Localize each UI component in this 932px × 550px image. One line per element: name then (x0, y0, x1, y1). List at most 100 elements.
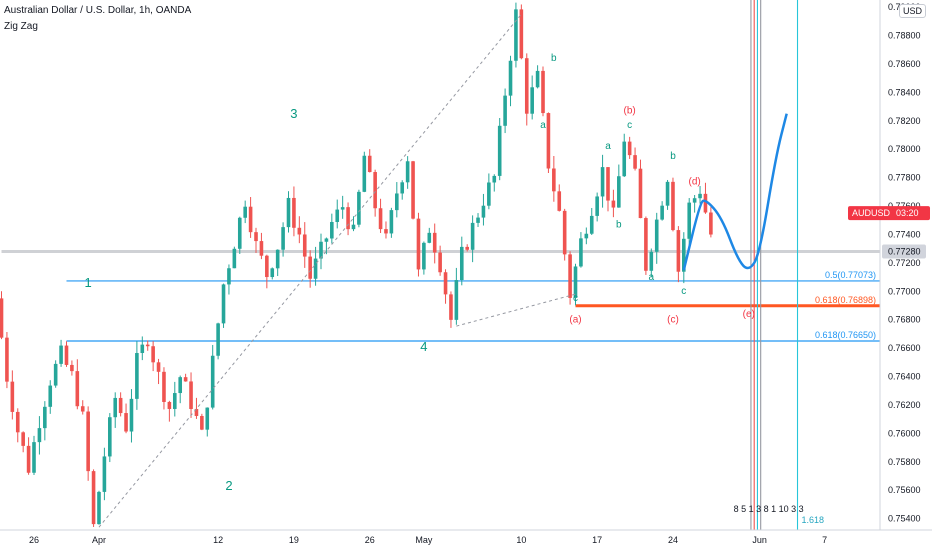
candle-body (617, 176, 621, 208)
candle-body (302, 234, 307, 257)
y-tick-label: 0.76000 (888, 428, 921, 438)
candle-body (270, 268, 275, 278)
x-tick-label: 19 (289, 535, 299, 545)
candle-body (389, 210, 394, 234)
candle-body (292, 197, 296, 228)
candle-body (248, 206, 253, 233)
wave-label: (c) (667, 315, 679, 326)
candle-body (113, 397, 118, 418)
candle-body (432, 232, 437, 253)
candle-body (595, 196, 599, 216)
candle-body (308, 256, 312, 279)
level-label-fib-0.618-red: 0.618(0.76898) (815, 295, 876, 305)
projection-path (682, 113, 788, 271)
candle-body (156, 362, 161, 372)
wave-label: (b) (624, 106, 636, 117)
candle-body (416, 218, 421, 270)
candle-body (384, 229, 388, 234)
candle-body (573, 266, 578, 298)
price-tag-current-bg (882, 244, 926, 259)
x-tick-label: May (415, 535, 433, 545)
indicator-name[interactable]: Zig Zag (4, 21, 38, 32)
candle-body (676, 230, 681, 272)
candle-body (129, 398, 134, 432)
candle-body (351, 224, 356, 230)
candle-body (400, 182, 405, 194)
candle-body (189, 381, 193, 409)
candle-body (427, 232, 432, 243)
candle-body (91, 471, 96, 525)
wave-label: (e) (743, 309, 755, 320)
x-tick-label: 12 (213, 535, 223, 545)
y-tick-label: 0.77800 (888, 173, 921, 183)
zigzag-4-to-a (456, 293, 576, 327)
candle-body (638, 168, 643, 219)
zigzag-layer (98, 13, 576, 528)
candle-body (589, 215, 594, 234)
candle-body (703, 193, 708, 213)
candle-body (221, 284, 226, 324)
candle-body (698, 193, 702, 199)
chart-title: Australian Dollar / U.S. Dollar, 1h, OAN… (4, 5, 192, 16)
candle-body (43, 406, 47, 429)
candle-body (584, 233, 589, 239)
x-tick-label: 26 (365, 535, 375, 545)
candle-body (281, 227, 285, 250)
y-tick-label: 0.76600 (888, 343, 921, 353)
wave-label: b (551, 53, 557, 64)
level-label-fib-0.5: 0.5(0.77073) (825, 270, 876, 280)
candle-body (346, 207, 350, 230)
currency-button[interactable]: USD (898, 4, 926, 18)
candle-body (519, 9, 524, 59)
candle-body (194, 408, 199, 416)
candle-body (172, 393, 177, 409)
candle-body (671, 181, 675, 231)
candle-body (335, 209, 340, 222)
candle-body (15, 411, 20, 433)
wave-label: 1 (85, 275, 92, 290)
candle-body (524, 58, 529, 114)
candle-body (75, 371, 80, 407)
candle-body (535, 70, 540, 88)
candle-body (10, 381, 15, 412)
wave-label: 3 (290, 106, 297, 121)
candle-body (492, 175, 497, 183)
wave-label: a (540, 120, 546, 131)
candle-body (145, 344, 150, 347)
candle-body (297, 227, 302, 235)
y-tick-label: 0.77000 (888, 286, 921, 296)
candle-body (552, 168, 556, 192)
candle-body (449, 294, 453, 320)
x-tick-label: 17 (592, 535, 602, 545)
candle-body (313, 258, 318, 279)
candle-body (5, 337, 9, 382)
candle-body (443, 272, 448, 295)
candle-body (660, 205, 664, 220)
candle-body (487, 182, 491, 206)
candle-body (562, 210, 567, 255)
candle-body (167, 401, 172, 409)
candle-body (26, 445, 31, 473)
candle-body (470, 222, 475, 250)
candle-body (48, 385, 53, 407)
candle-body (319, 241, 323, 259)
candle-body (243, 206, 247, 218)
candle-body (265, 255, 269, 278)
candle-body (362, 155, 367, 192)
candle-body (367, 155, 372, 173)
y-tick-label: 0.75800 (888, 457, 921, 467)
candle-body (232, 248, 237, 269)
candle-body (151, 346, 155, 363)
candle-body (86, 411, 90, 472)
y-tick-label: 0.77400 (888, 229, 921, 239)
y-tick-label: 0.77200 (888, 258, 921, 268)
candle-body (665, 181, 670, 206)
candle-body (286, 197, 291, 228)
projection-layer (682, 113, 788, 271)
wave-label: b (616, 219, 622, 230)
y-tick-label: 0.76200 (888, 400, 921, 410)
x-tick-label: 24 (668, 535, 678, 545)
wave-label: a (649, 272, 655, 283)
price-tag-audusd-bg (848, 206, 930, 221)
